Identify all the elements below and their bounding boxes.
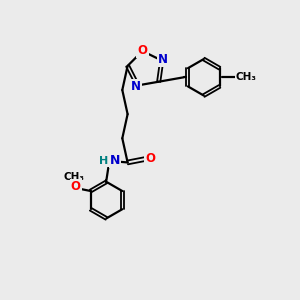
Text: O: O (145, 152, 155, 165)
Text: H: H (99, 156, 108, 166)
Text: N: N (131, 80, 141, 93)
Text: N: N (158, 53, 168, 66)
Text: O: O (137, 44, 147, 57)
Text: CH₃: CH₃ (63, 172, 84, 182)
Text: O: O (71, 180, 81, 193)
Text: N: N (110, 154, 120, 167)
Text: CH₃: CH₃ (236, 72, 257, 82)
